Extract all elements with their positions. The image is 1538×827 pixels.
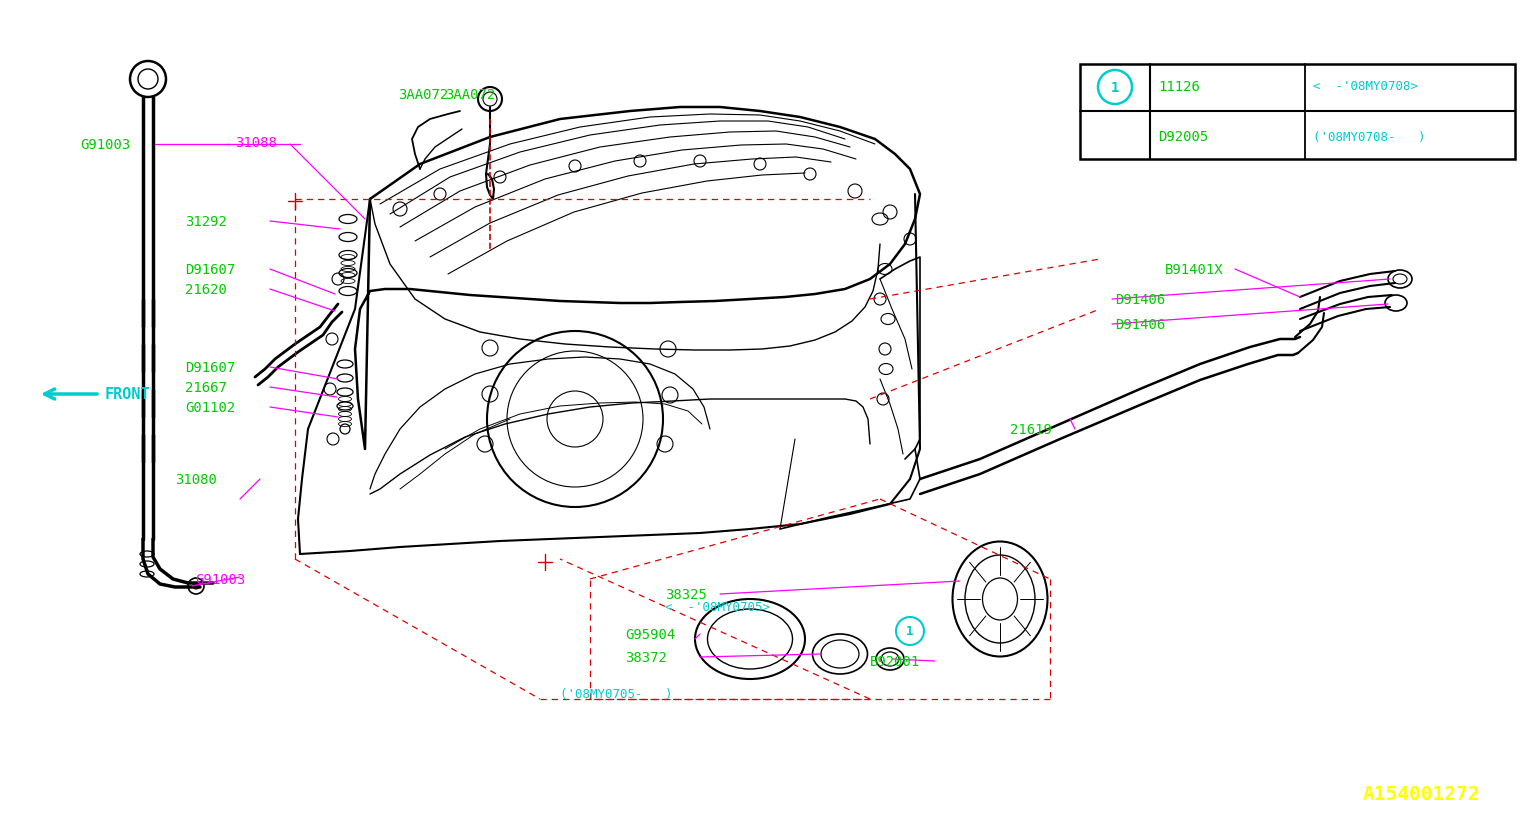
Bar (1080, 65, 1515, 160)
Text: 21619: 21619 (1010, 423, 1052, 437)
Text: G91003: G91003 (195, 572, 245, 586)
Text: <  -'08MY0705>: < -'08MY0705> (664, 600, 771, 614)
Text: 31292: 31292 (185, 215, 228, 229)
Text: ('08MY0705-   ): ('08MY0705- ) (560, 688, 672, 700)
Text: D91406: D91406 (1115, 318, 1166, 332)
Text: 1: 1 (906, 624, 914, 638)
Text: B92001: B92001 (871, 654, 920, 668)
Text: 31088: 31088 (235, 136, 277, 150)
Text: D91406: D91406 (1115, 293, 1166, 307)
Text: 31080: 31080 (175, 472, 217, 486)
Text: 21620: 21620 (185, 283, 228, 297)
Text: 38325: 38325 (664, 587, 707, 601)
Circle shape (192, 583, 198, 590)
Text: 11126: 11126 (1158, 80, 1200, 94)
Text: <  -'08MY0708>: < -'08MY0708> (1313, 80, 1418, 93)
Text: G95904: G95904 (624, 627, 675, 641)
Text: D92005: D92005 (1158, 130, 1209, 144)
Text: 3AA072: 3AA072 (444, 88, 495, 102)
Text: D91607: D91607 (185, 263, 235, 277)
Text: D91607: D91607 (185, 361, 235, 375)
Text: 1: 1 (1110, 81, 1120, 95)
Text: B91401X: B91401X (1164, 263, 1224, 277)
Text: G91003: G91003 (80, 138, 131, 152)
Text: 38372: 38372 (624, 650, 667, 664)
Text: G01102: G01102 (185, 400, 235, 414)
Text: 21667: 21667 (185, 380, 228, 394)
Text: FRONT: FRONT (105, 387, 151, 402)
Text: ('08MY0708-   ): ('08MY0708- ) (1313, 131, 1426, 143)
Text: 3AA072: 3AA072 (398, 88, 448, 102)
Text: A154001272: A154001272 (1363, 785, 1480, 804)
